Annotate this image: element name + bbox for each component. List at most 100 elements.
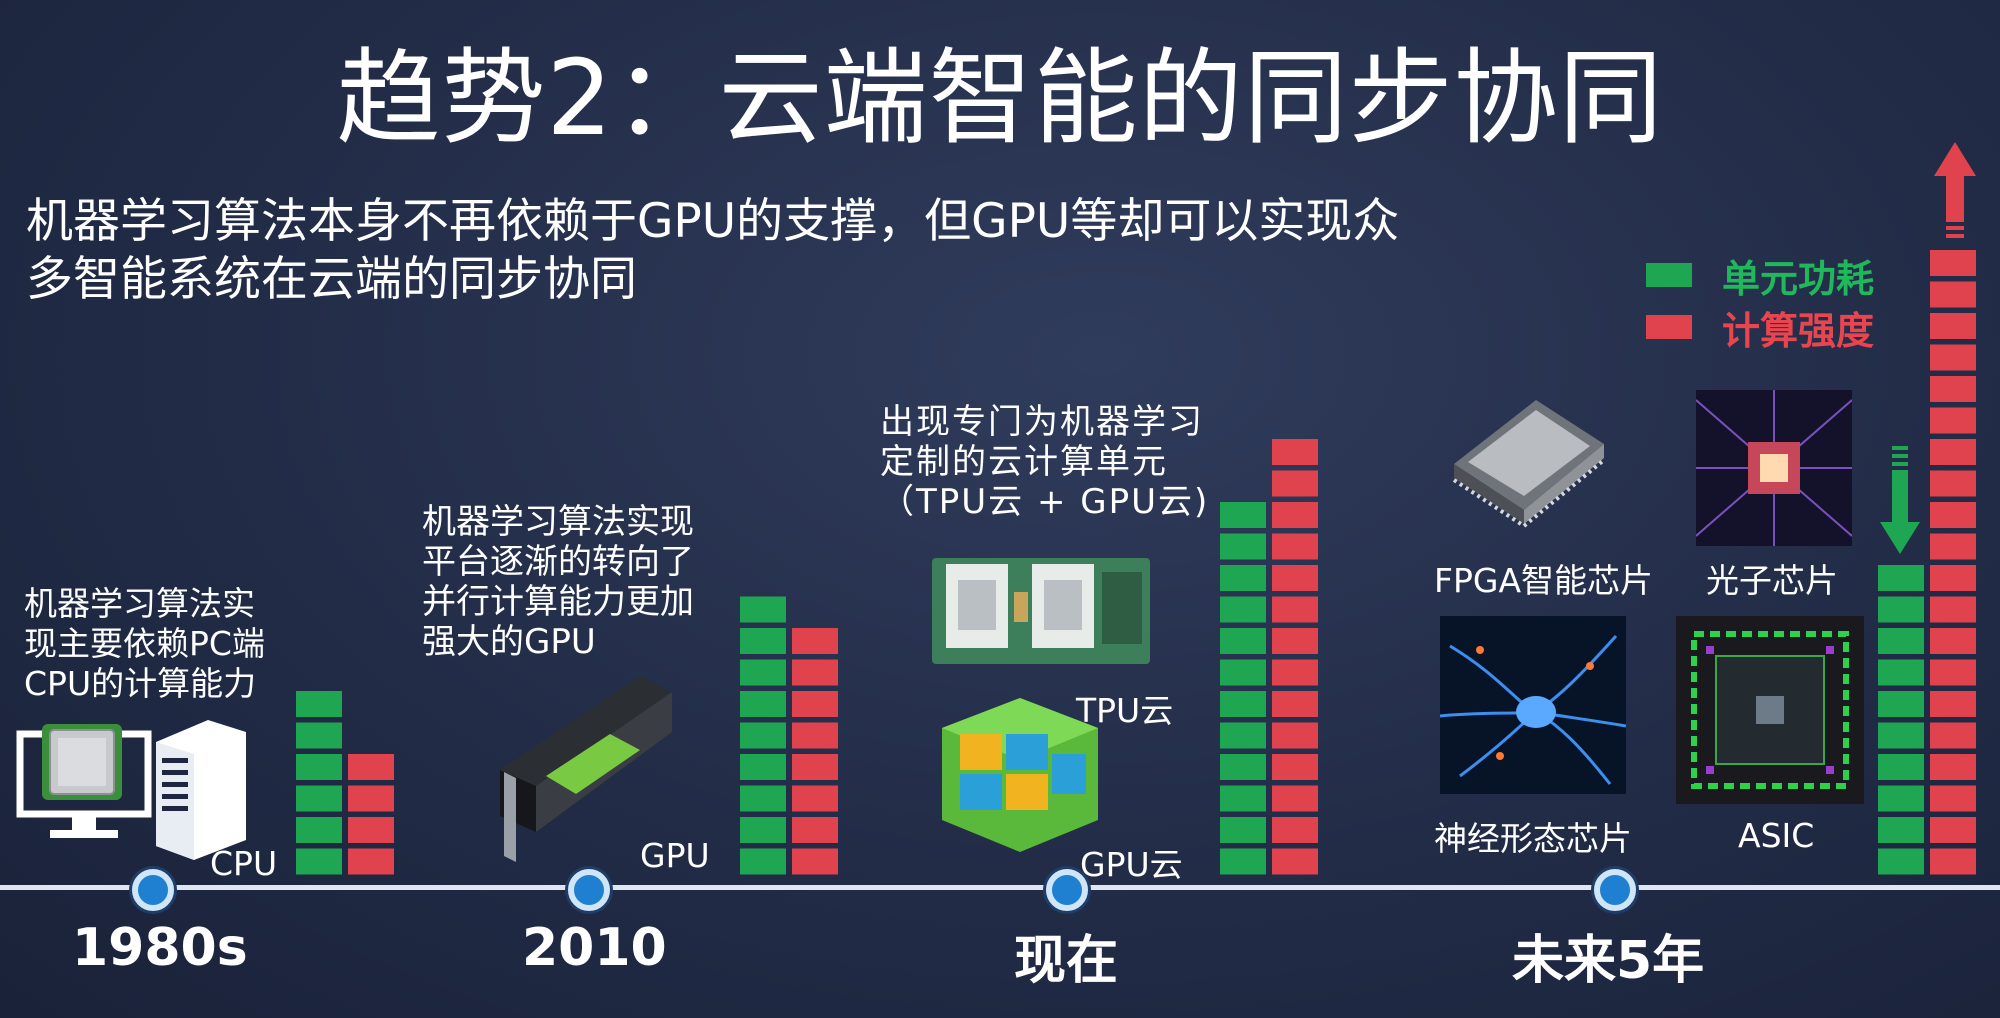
power-block [296, 785, 342, 812]
compute-block [1272, 817, 1318, 843]
compute-block [1272, 659, 1318, 686]
caption-line: 机器学习算法实现 [422, 502, 694, 542]
era-label-future: 未来5年 [1512, 931, 1705, 991]
compute-block [792, 785, 838, 812]
chip-label-neuromorphic: 神经形态芯片 [1434, 819, 1632, 858]
era-label-now: 现在 [1014, 931, 1119, 991]
chip-label-fpga: FPGA智能芯片 [1434, 561, 1654, 600]
compute-block [348, 848, 394, 875]
caption-line: 定制的云计算单元 [880, 442, 1168, 482]
power-block [740, 848, 786, 875]
asic-die-icon [1676, 616, 1864, 804]
timeline-dot-future [1594, 869, 1636, 911]
power-block [1220, 596, 1266, 623]
caption-line: 平台逐渐的转向了 [422, 542, 694, 582]
caption-line: 强大的GPU [422, 622, 596, 662]
power-block [1878, 565, 1924, 591]
compute-block [792, 691, 838, 717]
power-block [1878, 785, 1924, 812]
power-block [1878, 817, 1924, 843]
power-block [1220, 502, 1266, 528]
power-block [296, 848, 342, 875]
compute-block [348, 785, 394, 812]
legend: 单元功耗 计算强度 [1646, 250, 1874, 353]
caption-line: 并行计算能力更加 [422, 582, 694, 622]
gpu-card-icon [500, 676, 672, 862]
power-block [1878, 722, 1924, 749]
timeline-dot-2010 [568, 869, 610, 911]
power-block [1220, 817, 1266, 843]
subtitle: 机器学习算法本身不再依赖于GPU的支撑，但GPU等却可以实现众 多智能系统在云端… [26, 193, 1586, 309]
compute-block [1930, 596, 1976, 623]
power-block [740, 691, 786, 717]
compute-block [1272, 596, 1318, 623]
device-label-gpu: GPU [640, 836, 710, 875]
compute-block [792, 817, 838, 843]
compute-block [1272, 628, 1318, 654]
compute-block [1930, 250, 1976, 276]
power-block [1220, 848, 1266, 875]
power-block [1878, 691, 1924, 717]
power-block [740, 817, 786, 843]
compute-block [792, 628, 838, 654]
power-block [1878, 754, 1924, 780]
compute-block [792, 848, 838, 875]
compute-block [1930, 722, 1976, 749]
compute-block [1930, 785, 1976, 812]
era-label-2010: 2010 [522, 918, 667, 978]
compute-block [348, 754, 394, 780]
caption-now: 出现专门为机器学习 定制的云计算单元 （TPU云 + GPU云) [880, 402, 1209, 522]
power-block [1220, 785, 1266, 812]
bars-future [1878, 250, 1976, 875]
compute-block [1930, 470, 1976, 497]
chip-label-asic: ASIC [1738, 816, 1815, 855]
power-block [296, 691, 342, 717]
compute-block [1930, 817, 1976, 843]
bars-2010 [740, 596, 838, 875]
caption-line: 出现专门为机器学习 [880, 402, 1204, 442]
compute-block [1930, 439, 1976, 465]
compute-block [792, 754, 838, 780]
compute-block [1930, 281, 1976, 308]
power-block [740, 754, 786, 780]
compute-block [1272, 722, 1318, 749]
subtitle-line-1: 机器学习算法本身不再依赖于GPU的支撑，但GPU等却可以实现众 [26, 194, 1400, 249]
power-block [740, 659, 786, 686]
compute-block [1272, 439, 1318, 465]
device-label-gpu-cloud: GPU云 [1080, 845, 1183, 884]
power-block [1878, 659, 1924, 686]
timeline-line [0, 885, 2000, 890]
power-block [296, 817, 342, 843]
compute-block [1930, 659, 1976, 686]
power-block [740, 722, 786, 749]
timeline-dot-1980s [132, 869, 174, 911]
legend-swatch-green [1646, 263, 1692, 287]
compute-block [1272, 848, 1318, 875]
compute-block [1930, 754, 1976, 780]
power-block [1220, 722, 1266, 749]
power-block [1878, 848, 1924, 875]
compute-block [1272, 785, 1318, 812]
power-block [296, 722, 342, 749]
fpga-chip-icon [1452, 400, 1606, 528]
compute-block [1930, 533, 1976, 560]
caption-line: 机器学习算法实 [24, 584, 255, 623]
compute-block [1272, 502, 1318, 528]
compute-block [1272, 754, 1318, 780]
device-label-cpu: CPU [210, 844, 278, 883]
compute-block [1930, 848, 1976, 875]
caption-line: （TPU云 + GPU云) [880, 482, 1210, 522]
compute-block [1930, 628, 1976, 654]
legend-item-compute: 计算强度 [1646, 302, 1874, 353]
power-block [1220, 659, 1266, 686]
caption-2010: 机器学习算法实现 平台逐渐的转向了 并行计算能力更加 强大的GPU [422, 502, 694, 662]
cpu-chip-icon [42, 724, 122, 800]
power-block [740, 785, 786, 812]
compute-block [1930, 502, 1976, 528]
power-block [740, 596, 786, 623]
compute-block [1272, 691, 1318, 717]
power-block [1220, 691, 1266, 717]
compute-block [1272, 533, 1318, 560]
legend-swatch-red [1646, 315, 1692, 339]
power-block [1220, 533, 1266, 560]
